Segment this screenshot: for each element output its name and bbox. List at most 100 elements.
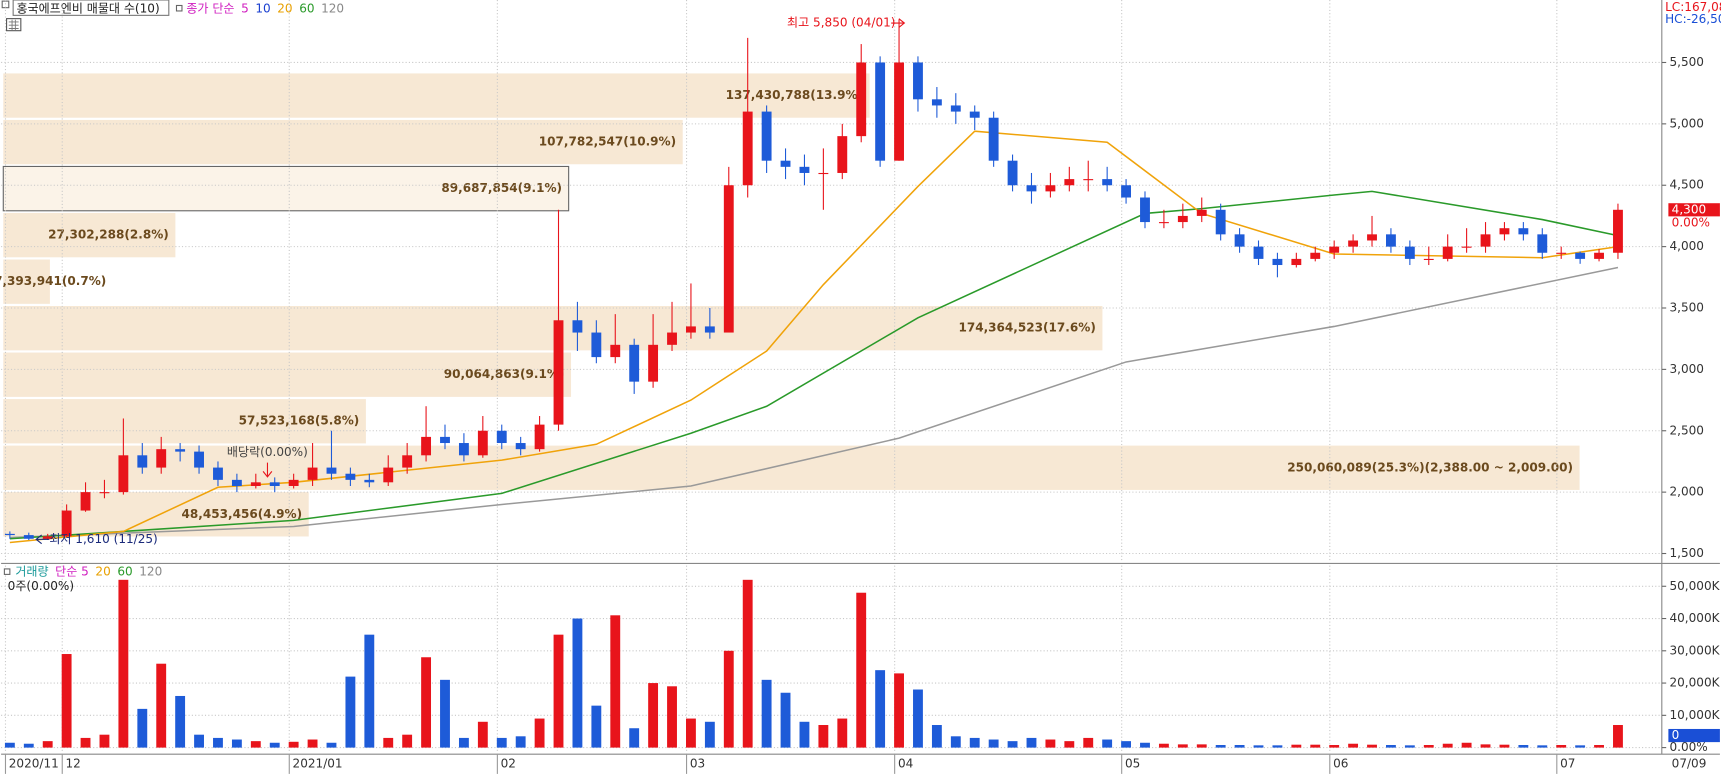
candle-body [1102,179,1113,186]
candle-body [1594,252,1604,259]
candle-body [1045,185,1056,192]
candle-body [1158,222,1169,224]
candle-body [1291,258,1302,266]
volume-bar [761,679,772,748]
candle-body [799,166,810,173]
candle-body [988,117,999,161]
candle-body [875,62,886,161]
volume-bar [818,725,829,748]
candle-body [969,111,980,118]
volume-bar [572,618,583,748]
candle-body [667,332,677,345]
volume-bar [686,718,696,748]
volume-bar [534,718,545,748]
candle-body [1083,179,1094,181]
candle-body [1234,234,1245,247]
volume-profile-label: 250,060,089(25.3%)(2,388.00 ~ 2,009.00) [1287,460,1573,474]
candle-body [1064,179,1075,186]
candle-body [648,344,659,382]
candle-body [175,449,186,452]
legend-entry: 20 [277,1,292,15]
candle-body [610,344,621,358]
volume-bar [364,634,375,748]
candle-body [515,443,526,450]
volume-bar [42,741,53,748]
volume-bar [118,579,129,748]
volume-profile-bar [3,445,1580,490]
candle-body [269,482,280,486]
y-tick-label: 5,000 [1669,116,1704,130]
candle-body [1575,252,1586,259]
candle-body [591,332,602,358]
candle-body [23,535,34,539]
volume-bar [1404,745,1415,748]
candle-body [156,449,167,468]
x-tick-label: 04 [898,757,913,771]
volume-bar [667,686,677,748]
volume-bar [1177,744,1188,748]
candle-body [250,482,261,486]
candle-body [1480,234,1491,247]
volume-bar [799,721,810,748]
volume-bar [704,721,715,748]
candle-body [950,105,961,112]
volume-bar [1386,745,1396,748]
volume-profile-label: 27,302,288(2.8%) [48,228,169,242]
candle-body [1404,246,1415,259]
volume-profile-label: 7,393,941(0.7%) [0,274,106,288]
high-arrow [891,18,906,28]
candle-body [1026,185,1037,192]
volume-bar [894,673,904,748]
x-tick-label: 02 [501,757,516,771]
volume-bar [1480,744,1491,748]
candle-body [553,320,564,425]
y-tick-label: 30,000K [1669,643,1720,657]
corner-label: LC:167,08 [1665,0,1721,14]
volume-bar [137,708,148,748]
volume-profile-label: 174,364,523(17.6%) [958,321,1095,335]
volume-bar [1291,744,1302,748]
volume-bar [345,676,356,748]
volume-bar [591,705,602,748]
last-price-tag [1668,203,1720,217]
volume-bar [553,634,564,748]
volume-bar [99,734,110,748]
volume-bar [837,718,848,748]
candle-body [402,455,413,468]
volume-profile-label: 57,523,168(5.8%) [239,414,360,428]
candle-body [1367,234,1377,241]
volume-bar [175,695,186,748]
x-tick-label: 2021/01 [293,757,343,771]
volume-bar [1594,745,1604,748]
y-tick-label: 1,500 [1669,546,1704,560]
volume-bar [648,683,659,748]
volume-bar [1613,725,1623,748]
y-tick-label: 3,000 [1669,362,1704,376]
candle-body [686,326,696,333]
low-annotation: 최저 1,610 (11/25) [49,532,157,546]
volume-bar [1367,744,1377,748]
volume-bar [250,741,261,748]
candle-body [213,467,223,480]
volume-profile-label: 48,453,456(4.9%) [182,507,303,521]
dividend-annotation: 배당락(0.00%) [227,445,308,459]
volume-profile-bar [3,73,870,118]
high-annotation: 최고 5,850 (04/01) [787,16,895,30]
volume-legend-entry: 60 [117,565,132,579]
volume-bar [1121,741,1132,748]
volume-profile-bar [3,119,683,165]
volume-bar [1461,742,1472,748]
candle-body [1253,246,1264,259]
candle-body [194,451,204,468]
volume-bar [231,739,242,748]
candle-body [288,479,299,486]
candle-body [364,479,375,483]
low-arrow [35,534,50,545]
end-date-label: 07/09 [1672,757,1707,771]
y-tick-label: 2,000 [1669,485,1704,499]
volume-profile-label: 137,430,788(13.9%) [726,88,863,102]
volume-bar [913,689,923,748]
volume-bar [1272,745,1283,748]
volume-bar [969,737,980,748]
